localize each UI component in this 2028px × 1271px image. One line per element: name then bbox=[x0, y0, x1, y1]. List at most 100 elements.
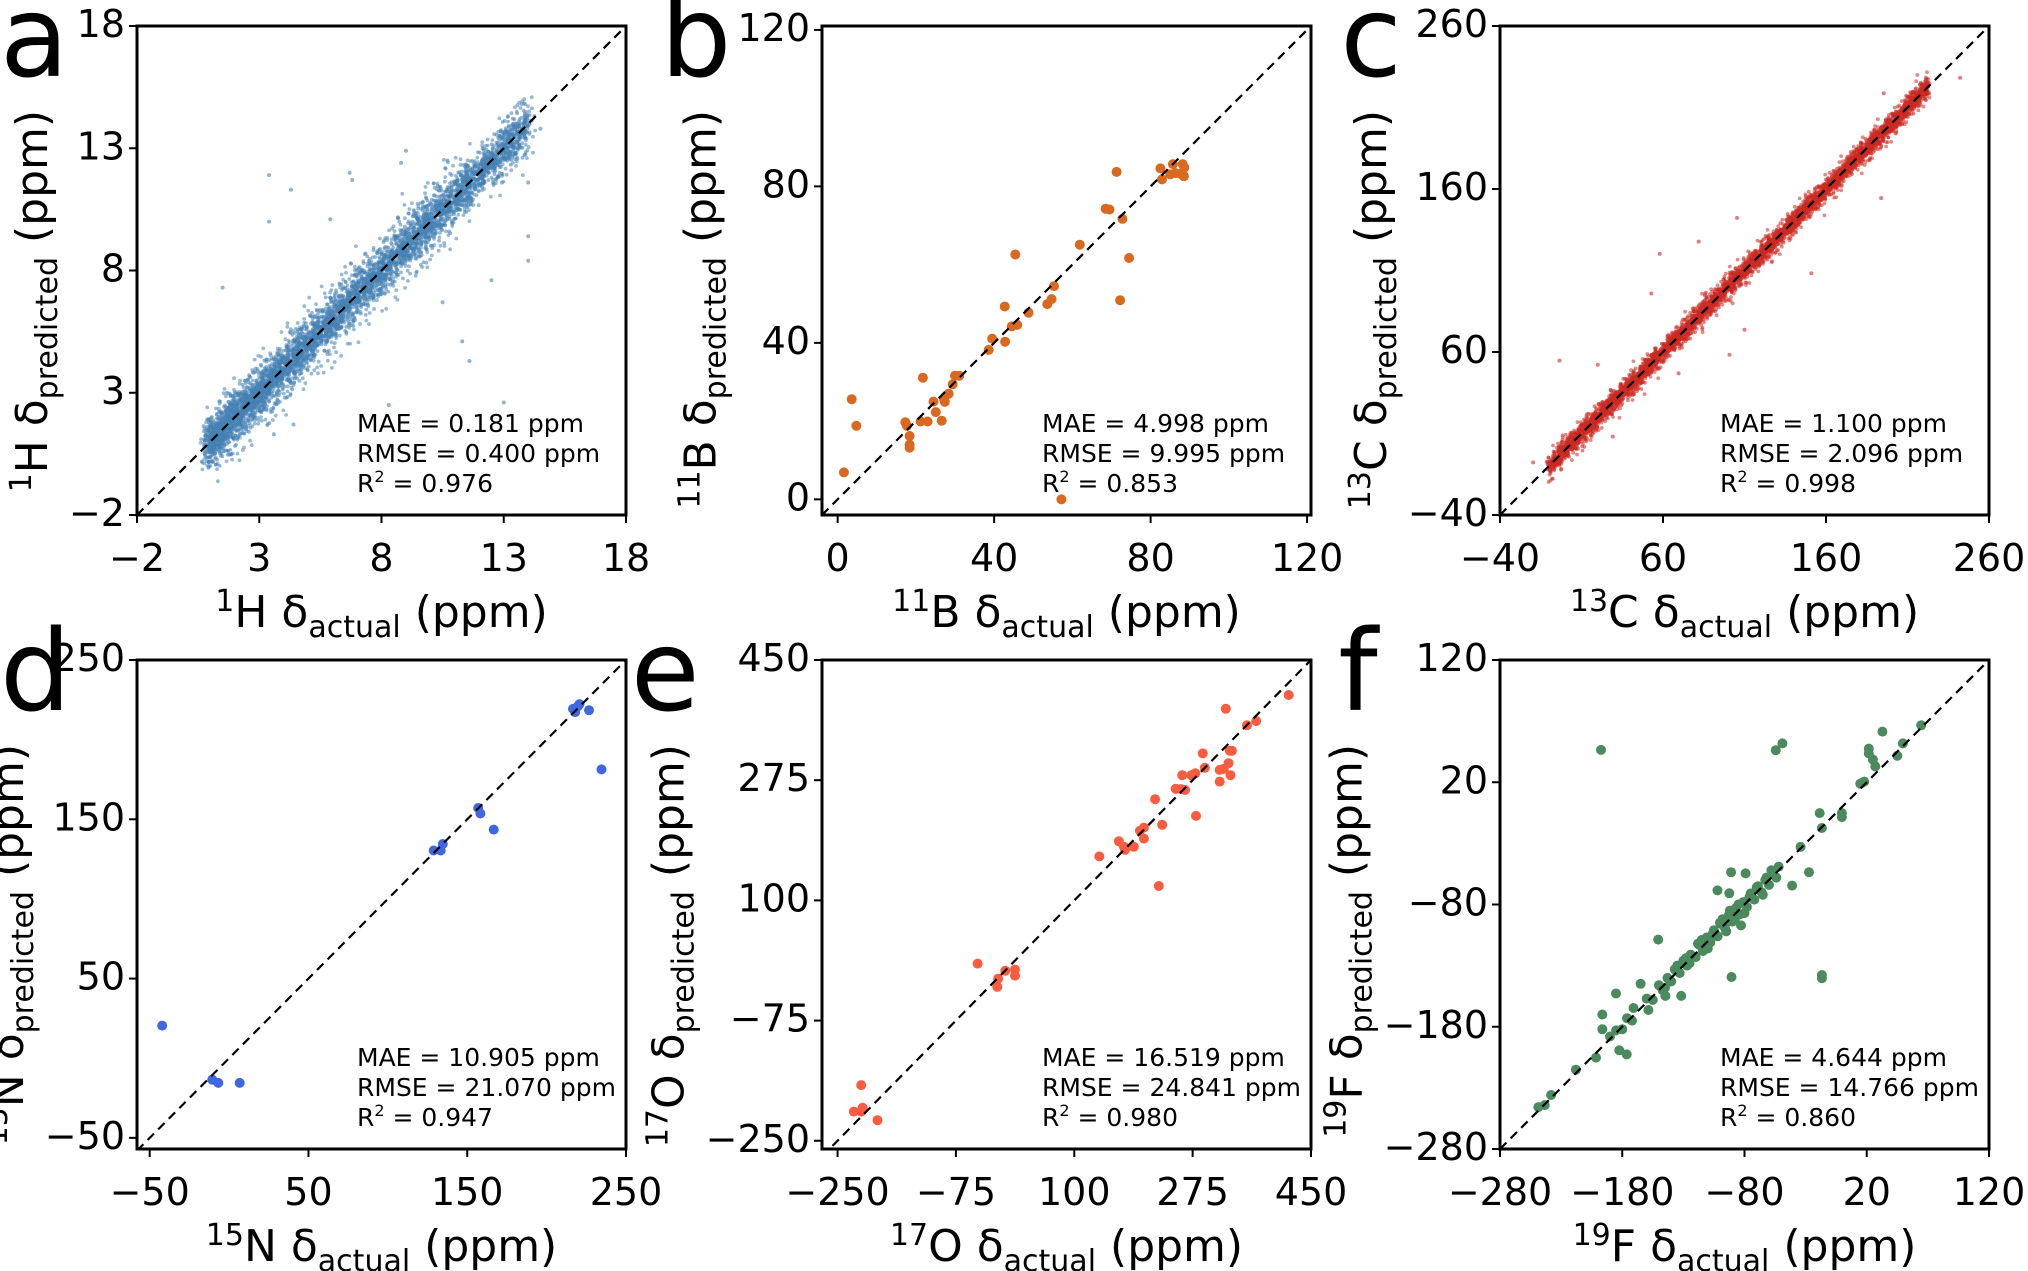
data-point bbox=[387, 228, 391, 233]
data-point bbox=[309, 321, 313, 326]
data-point bbox=[406, 236, 410, 240]
data-point bbox=[352, 268, 357, 273]
data-point bbox=[219, 439, 224, 444]
data-point bbox=[311, 358, 316, 363]
data-point bbox=[396, 215, 400, 220]
data-point bbox=[485, 137, 490, 142]
data-point bbox=[432, 185, 437, 190]
data-point bbox=[348, 306, 353, 310]
data-point bbox=[220, 454, 225, 459]
data-point bbox=[235, 418, 240, 423]
data-point bbox=[405, 268, 410, 273]
data-point bbox=[375, 251, 380, 256]
data-point bbox=[439, 188, 444, 193]
data-point bbox=[513, 105, 517, 110]
data-point bbox=[503, 128, 508, 133]
data-point bbox=[320, 307, 325, 312]
data-point bbox=[465, 205, 469, 210]
data-point bbox=[465, 158, 470, 163]
data-point bbox=[314, 302, 318, 306]
data-point bbox=[207, 455, 212, 460]
data-point bbox=[480, 140, 485, 145]
data-point bbox=[249, 443, 254, 447]
data-point bbox=[229, 425, 234, 430]
data-point bbox=[330, 334, 334, 339]
data-point bbox=[227, 406, 232, 410]
data-point bbox=[365, 261, 370, 266]
data-point bbox=[530, 106, 534, 111]
data-point bbox=[371, 272, 376, 276]
data-point bbox=[471, 197, 475, 202]
data-point bbox=[311, 334, 316, 339]
data-point bbox=[232, 395, 237, 400]
data-point bbox=[372, 262, 376, 267]
data-point bbox=[262, 400, 266, 404]
data-point bbox=[395, 298, 400, 302]
data-point bbox=[215, 467, 219, 471]
data-point bbox=[436, 248, 441, 253]
data-point bbox=[217, 401, 222, 406]
data-point bbox=[313, 346, 317, 351]
data-point bbox=[469, 171, 474, 176]
data-point bbox=[438, 243, 443, 248]
data-point bbox=[398, 228, 403, 232]
data-point bbox=[230, 429, 235, 434]
data-point bbox=[470, 190, 475, 195]
data-point bbox=[295, 321, 300, 325]
data-point bbox=[352, 327, 356, 332]
data-point bbox=[393, 295, 398, 299]
data-point bbox=[429, 253, 434, 258]
data-point bbox=[198, 440, 203, 445]
data-point bbox=[219, 411, 224, 416]
data-point bbox=[283, 337, 288, 342]
data-point bbox=[281, 348, 286, 353]
data-point bbox=[509, 168, 514, 173]
data-point bbox=[397, 245, 401, 250]
data-point bbox=[497, 159, 502, 164]
data-point bbox=[454, 236, 459, 241]
data-point bbox=[285, 384, 290, 389]
data-point bbox=[240, 390, 245, 395]
data-point bbox=[468, 202, 473, 207]
data-point bbox=[312, 340, 317, 345]
data-point bbox=[489, 151, 494, 156]
data-point bbox=[356, 340, 361, 345]
data-point bbox=[330, 308, 335, 313]
data-point bbox=[504, 172, 509, 177]
data-point bbox=[429, 197, 434, 202]
data-point bbox=[413, 253, 418, 258]
data-point bbox=[513, 146, 518, 150]
data-point bbox=[287, 369, 292, 374]
data-point bbox=[250, 415, 255, 419]
data-point bbox=[498, 193, 502, 198]
data-point bbox=[334, 288, 338, 293]
data-point bbox=[477, 176, 481, 181]
data-point bbox=[222, 387, 227, 391]
data-point bbox=[209, 416, 214, 420]
data-point bbox=[417, 241, 422, 245]
data-point bbox=[355, 309, 359, 314]
data-point bbox=[476, 203, 481, 208]
data-point bbox=[378, 236, 382, 241]
data-point bbox=[345, 309, 350, 314]
data-point bbox=[447, 217, 452, 221]
data-point bbox=[504, 151, 508, 156]
data-point bbox=[303, 346, 308, 351]
data-point bbox=[461, 187, 466, 192]
data-point bbox=[406, 279, 410, 283]
data-point bbox=[380, 285, 385, 290]
data-point bbox=[306, 308, 311, 313]
data-point bbox=[267, 366, 272, 371]
data-point bbox=[482, 187, 486, 191]
data-point bbox=[478, 162, 483, 167]
data-point bbox=[406, 256, 411, 261]
data-point bbox=[391, 279, 395, 284]
data-point bbox=[225, 432, 229, 436]
data-point bbox=[270, 361, 275, 366]
data-point bbox=[305, 354, 310, 359]
data-point bbox=[276, 388, 280, 393]
data-point bbox=[398, 239, 403, 244]
data-point bbox=[315, 349, 320, 353]
data-point bbox=[467, 208, 471, 213]
data-point bbox=[390, 269, 395, 274]
